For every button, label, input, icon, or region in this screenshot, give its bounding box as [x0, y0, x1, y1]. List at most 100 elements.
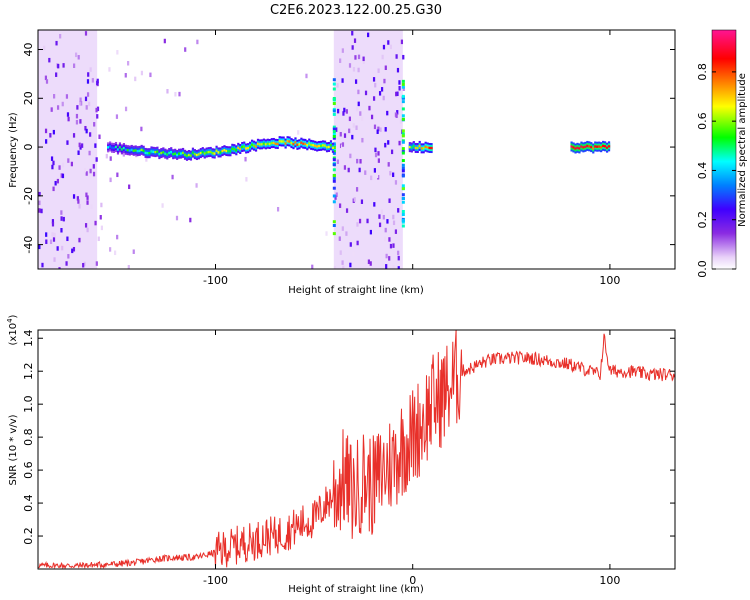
noise-cell: [45, 239, 48, 244]
noise-cell: [352, 67, 356, 72]
noise-cell: [366, 127, 369, 133]
noise-cell: [352, 251, 355, 257]
ridge-core: [195, 153, 198, 157]
noise-cell: [342, 111, 345, 116]
noise-cell: [51, 232, 54, 237]
noise-cell: [360, 199, 364, 204]
noise-cell: [38, 208, 41, 213]
svg-text:(x104): (x104): [6, 314, 19, 345]
noise-cell: [67, 116, 70, 122]
noise-cell: [92, 164, 95, 169]
ridge-core: [284, 142, 287, 145]
noise-cell: [374, 82, 377, 88]
noise-cell: [378, 91, 382, 96]
ridge-core: [114, 145, 118, 149]
spike-cell: [332, 146, 336, 150]
ridge-core: [272, 141, 275, 145]
noise-cell: [378, 222, 382, 228]
noise-cell: [376, 173, 379, 179]
ridge-core: [302, 142, 305, 145]
noise-cell: [95, 157, 98, 162]
noise-cell: [343, 133, 347, 138]
spike-cell: [332, 176, 336, 180]
ridge-core: [221, 149, 224, 153]
noise-cell: [189, 217, 192, 223]
ridge-core: [154, 150, 157, 154]
noise-cell: [44, 128, 48, 134]
noise-cell: [384, 65, 387, 71]
noise-cell: [77, 150, 80, 155]
noise-cell: [85, 192, 88, 198]
ridge-core: [126, 148, 129, 152]
noise-cell: [389, 243, 393, 249]
colorbar-tick-label: 0.6: [696, 112, 709, 130]
ridge-core: [237, 146, 240, 150]
noise-cell: [132, 249, 135, 254]
noise-cell: [388, 198, 391, 203]
noise-cell: [51, 164, 54, 170]
noise-cell: [163, 38, 166, 44]
noise-cell: [145, 157, 148, 162]
ridge-core: [233, 147, 236, 151]
noise-cell: [377, 68, 380, 73]
ridge-core: [312, 144, 315, 147]
noise-cell: [78, 142, 81, 148]
noise-cell: [116, 172, 119, 178]
noise-cell: [55, 40, 58, 46]
noise-cell: [366, 218, 369, 224]
spike-cell: [332, 78, 336, 82]
noise-cell: [45, 139, 48, 144]
noise-cell: [72, 194, 76, 199]
noise-cell: [71, 248, 74, 254]
noise-cell: [52, 129, 55, 135]
spike-cell: [401, 82, 405, 86]
ridge-core: [160, 151, 163, 155]
spike-cell: [401, 107, 405, 111]
ridge-core: [189, 154, 193, 157]
ridge-core: [211, 152, 214, 155]
noise-cell: [341, 226, 344, 231]
x-tick-label: -100: [203, 574, 228, 587]
noise-cell: [79, 97, 82, 102]
ridge-core: [213, 152, 216, 155]
ridge-core: [572, 146, 575, 149]
spike-cell: [401, 79, 405, 83]
noise-cell: [38, 200, 41, 206]
ridge-core: [134, 149, 137, 152]
spike-cell: [401, 100, 405, 104]
spectrogram-ylabel: Frequency (Hz): [8, 112, 19, 188]
y-tick-label: 0.4: [22, 494, 35, 512]
noise-cell: [116, 50, 119, 55]
spike-cell: [401, 186, 405, 190]
y-tick-label: 0.2: [22, 527, 35, 545]
ridge-core: [408, 145, 411, 149]
noise-cell: [86, 200, 89, 205]
ridge-core: [231, 147, 234, 150]
noise-cell: [78, 237, 81, 243]
noise-cell: [341, 48, 344, 53]
noise-cell: [364, 90, 368, 96]
ridge-core: [243, 145, 246, 148]
noise-cell: [91, 78, 94, 83]
spike-cell: [401, 147, 405, 151]
noise-cell: [60, 216, 63, 221]
ridge-core: [410, 146, 413, 149]
y-tick-label: 40: [22, 43, 35, 57]
noise-cell: [397, 255, 400, 261]
noise-cell: [97, 236, 100, 242]
noise-cell: [149, 72, 152, 78]
noise-cell: [392, 243, 395, 248]
noise-cell: [387, 140, 390, 145]
ridge-core: [205, 151, 208, 154]
noise-cell: [115, 114, 119, 119]
noise-cell: [372, 77, 376, 82]
noise-cell: [128, 184, 131, 190]
ridge-core: [280, 140, 283, 143]
noise-cell: [95, 107, 98, 113]
x-tick-label: -100: [203, 274, 228, 287]
spike-cell: [332, 163, 336, 167]
y-tick-label: 0: [22, 144, 35, 151]
ridge-core: [144, 151, 147, 155]
ridge-core: [316, 145, 319, 148]
